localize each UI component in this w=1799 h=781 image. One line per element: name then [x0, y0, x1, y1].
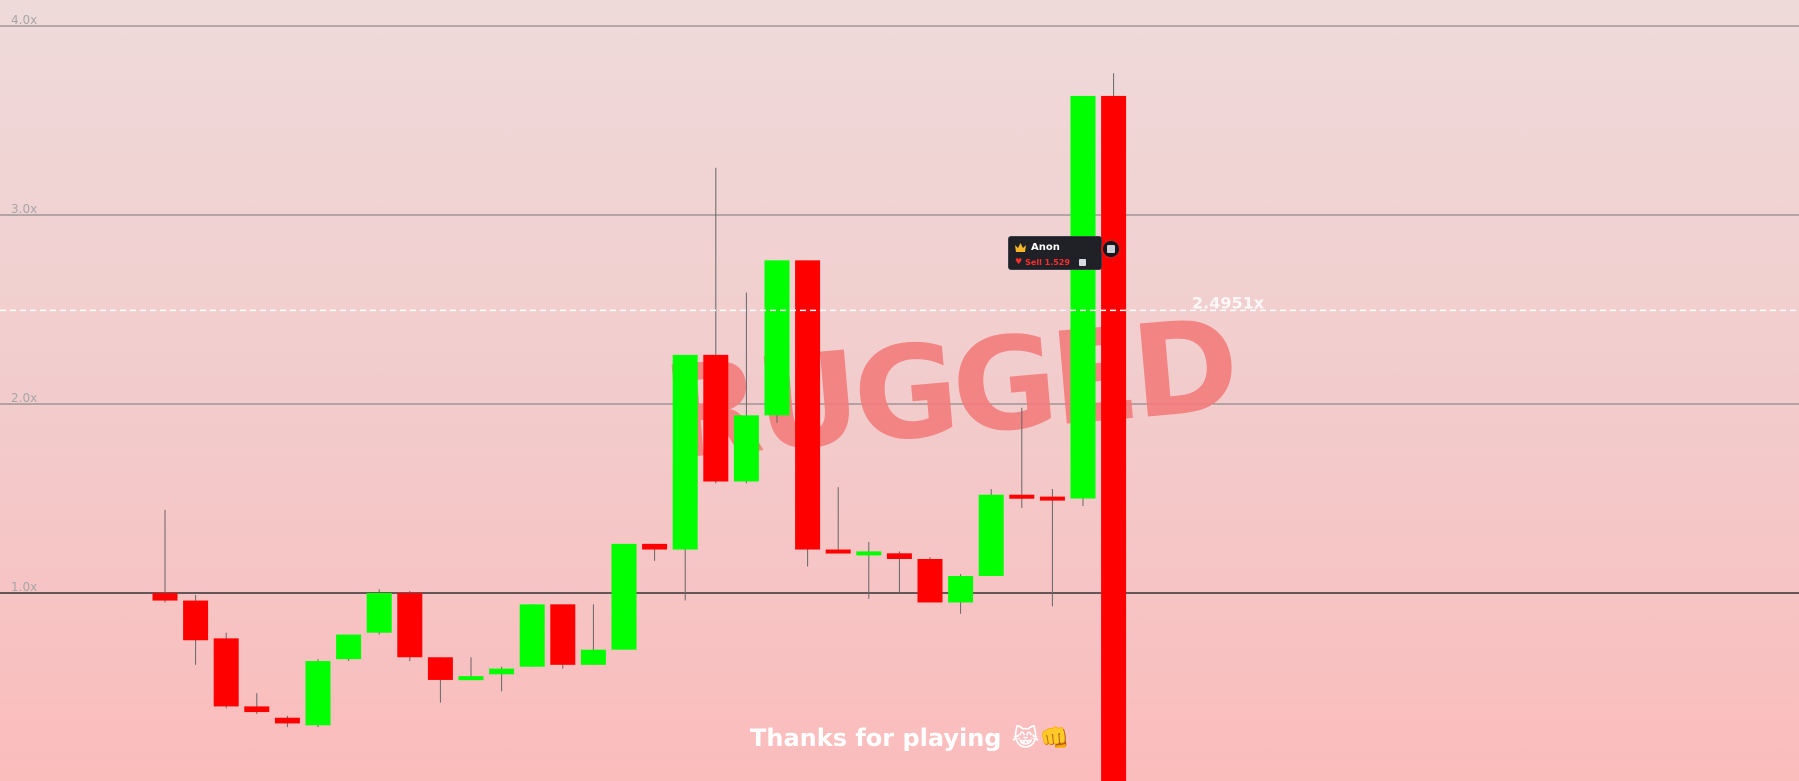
emoji-icons: 😹👊 — [1011, 724, 1070, 752]
candle — [856, 541, 882, 599]
candle — [1101, 73, 1127, 781]
candle-body-down — [550, 604, 576, 665]
candle — [489, 666, 515, 692]
candle — [948, 574, 974, 614]
candle — [886, 551, 912, 593]
player-username: Anon — [1031, 241, 1060, 253]
crown-icon — [1015, 242, 1026, 252]
y-tick-label: 3.0x — [11, 202, 37, 216]
candle-body-up — [489, 668, 515, 675]
candle-body-up — [336, 634, 362, 660]
candle — [213, 632, 239, 709]
candle-body-up — [366, 593, 392, 633]
candle-body-down — [795, 260, 821, 550]
candle-body-up — [305, 661, 331, 726]
current-price-line: 2.4951x — [0, 293, 1799, 312]
candle — [366, 589, 392, 635]
grid-lines: 4.0x 3.0x 2.0x 1.0x — [0, 13, 1799, 594]
candle — [978, 489, 1004, 576]
candle-body-down — [397, 593, 423, 658]
trade-marker[interactable] — [1101, 239, 1121, 259]
candle — [427, 657, 453, 703]
candle — [397, 591, 423, 662]
candle-body-down — [917, 558, 943, 603]
candle-body-down — [427, 657, 453, 680]
candle — [336, 634, 362, 662]
candle — [183, 594, 209, 665]
candle — [1070, 95, 1096, 507]
heart-icon: ♥ — [1015, 257, 1023, 266]
candle-body-up — [764, 260, 790, 416]
candle-body-down — [152, 593, 178, 601]
y-tick-label: 2.0x — [11, 391, 37, 405]
candle — [580, 604, 606, 665]
token-icon — [1107, 245, 1115, 253]
candle-body-up — [672, 354, 698, 550]
candle — [152, 509, 178, 603]
candle-body-up — [856, 551, 882, 556]
candle — [1039, 489, 1065, 607]
candle — [825, 487, 851, 554]
candle-body-up — [580, 649, 606, 665]
current-multiplier-label: 2.4951x — [1192, 293, 1265, 312]
candle-body-down — [244, 706, 270, 713]
token-icon — [1078, 258, 1086, 266]
candle — [1009, 407, 1035, 508]
candle — [703, 167, 729, 484]
candle — [917, 557, 943, 603]
footer-message: Thanks for playing 😹👊 — [750, 724, 1069, 752]
candle — [642, 543, 668, 561]
candle — [733, 292, 759, 484]
candle-body-up — [458, 676, 484, 681]
candle — [274, 715, 300, 728]
candle — [458, 657, 484, 681]
candle-body-up — [519, 604, 545, 667]
candle-body-down — [213, 638, 239, 707]
candle-body-down — [1101, 95, 1127, 781]
candle-body-down — [183, 600, 209, 641]
sell-amount: Sell 1.529 — [1025, 257, 1070, 267]
candle-body-down — [1039, 496, 1065, 501]
candle-body-up — [733, 415, 759, 482]
candle — [519, 604, 545, 667]
candle-body-down — [1009, 494, 1035, 499]
candle — [550, 604, 576, 669]
candle-body-up — [948, 575, 974, 603]
candle — [764, 260, 790, 423]
thanks-text: Thanks for playing — [750, 724, 1002, 752]
candle-body-up — [978, 494, 1004, 576]
candle — [305, 659, 331, 728]
candle — [244, 693, 270, 714]
y-tick-label: 4.0x — [11, 13, 37, 27]
candle — [795, 260, 821, 567]
candle — [611, 543, 637, 650]
candle-body-down — [642, 543, 668, 550]
candle-body-up — [1070, 95, 1096, 499]
candle-body-up — [611, 543, 637, 650]
candle-body-down — [274, 717, 300, 724]
player-trade-tag[interactable]: Anon ♥ Sell 1.529 — [1008, 236, 1102, 270]
candle-body-down — [703, 354, 729, 482]
candles — [152, 73, 1127, 781]
candle — [672, 354, 698, 601]
y-tick-label: 1.0x — [11, 580, 37, 594]
candle-body-down — [886, 553, 912, 559]
candle-body-down — [825, 549, 851, 554]
